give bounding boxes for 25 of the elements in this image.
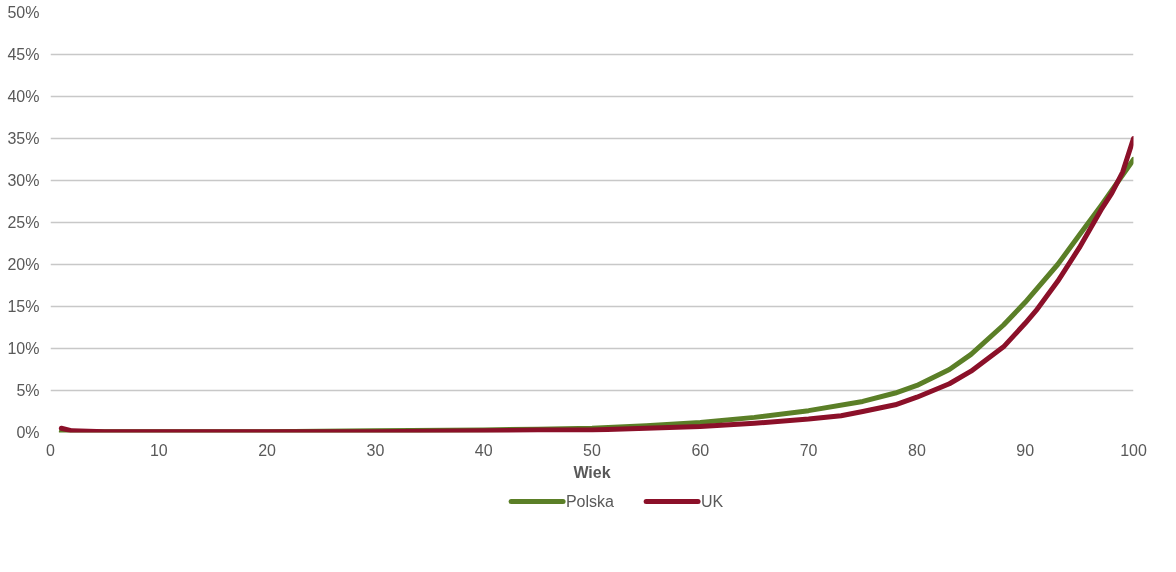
- x-tick-label: 0: [46, 441, 56, 459]
- y-tick-label: 40%: [7, 88, 40, 105]
- x-tick-label: 40: [474, 441, 493, 459]
- x-tick-label: 80: [908, 441, 926, 459]
- y-tick-label: 50%: [7, 4, 40, 21]
- y-tick-label: 25%: [7, 214, 40, 231]
- y-tick-label: 15%: [7, 298, 40, 315]
- legend-label: Polska: [565, 493, 615, 510]
- x-tick-label: 50: [583, 441, 601, 459]
- x-axis-title: Wiek: [573, 463, 611, 481]
- y-tick-label: 10%: [7, 340, 40, 357]
- x-tick-label: 10: [149, 441, 168, 459]
- x-tick-label: 70: [799, 441, 818, 459]
- y-tick-label: 30%: [7, 172, 40, 189]
- y-tick-label: 45%: [7, 46, 40, 63]
- x-tick-label: 100: [1120, 441, 1147, 459]
- y-tick-label: 20%: [7, 256, 40, 273]
- x-tick-label: 30: [366, 441, 385, 459]
- legend-label: UK: [700, 493, 724, 510]
- x-tick-label: 60: [691, 441, 710, 459]
- y-tick-label: 5%: [16, 382, 40, 399]
- x-tick-label: 90: [1016, 441, 1035, 459]
- y-tick-label: 0%: [16, 424, 40, 441]
- x-tick-label: 20: [258, 441, 277, 459]
- y-tick-label: 35%: [7, 130, 40, 147]
